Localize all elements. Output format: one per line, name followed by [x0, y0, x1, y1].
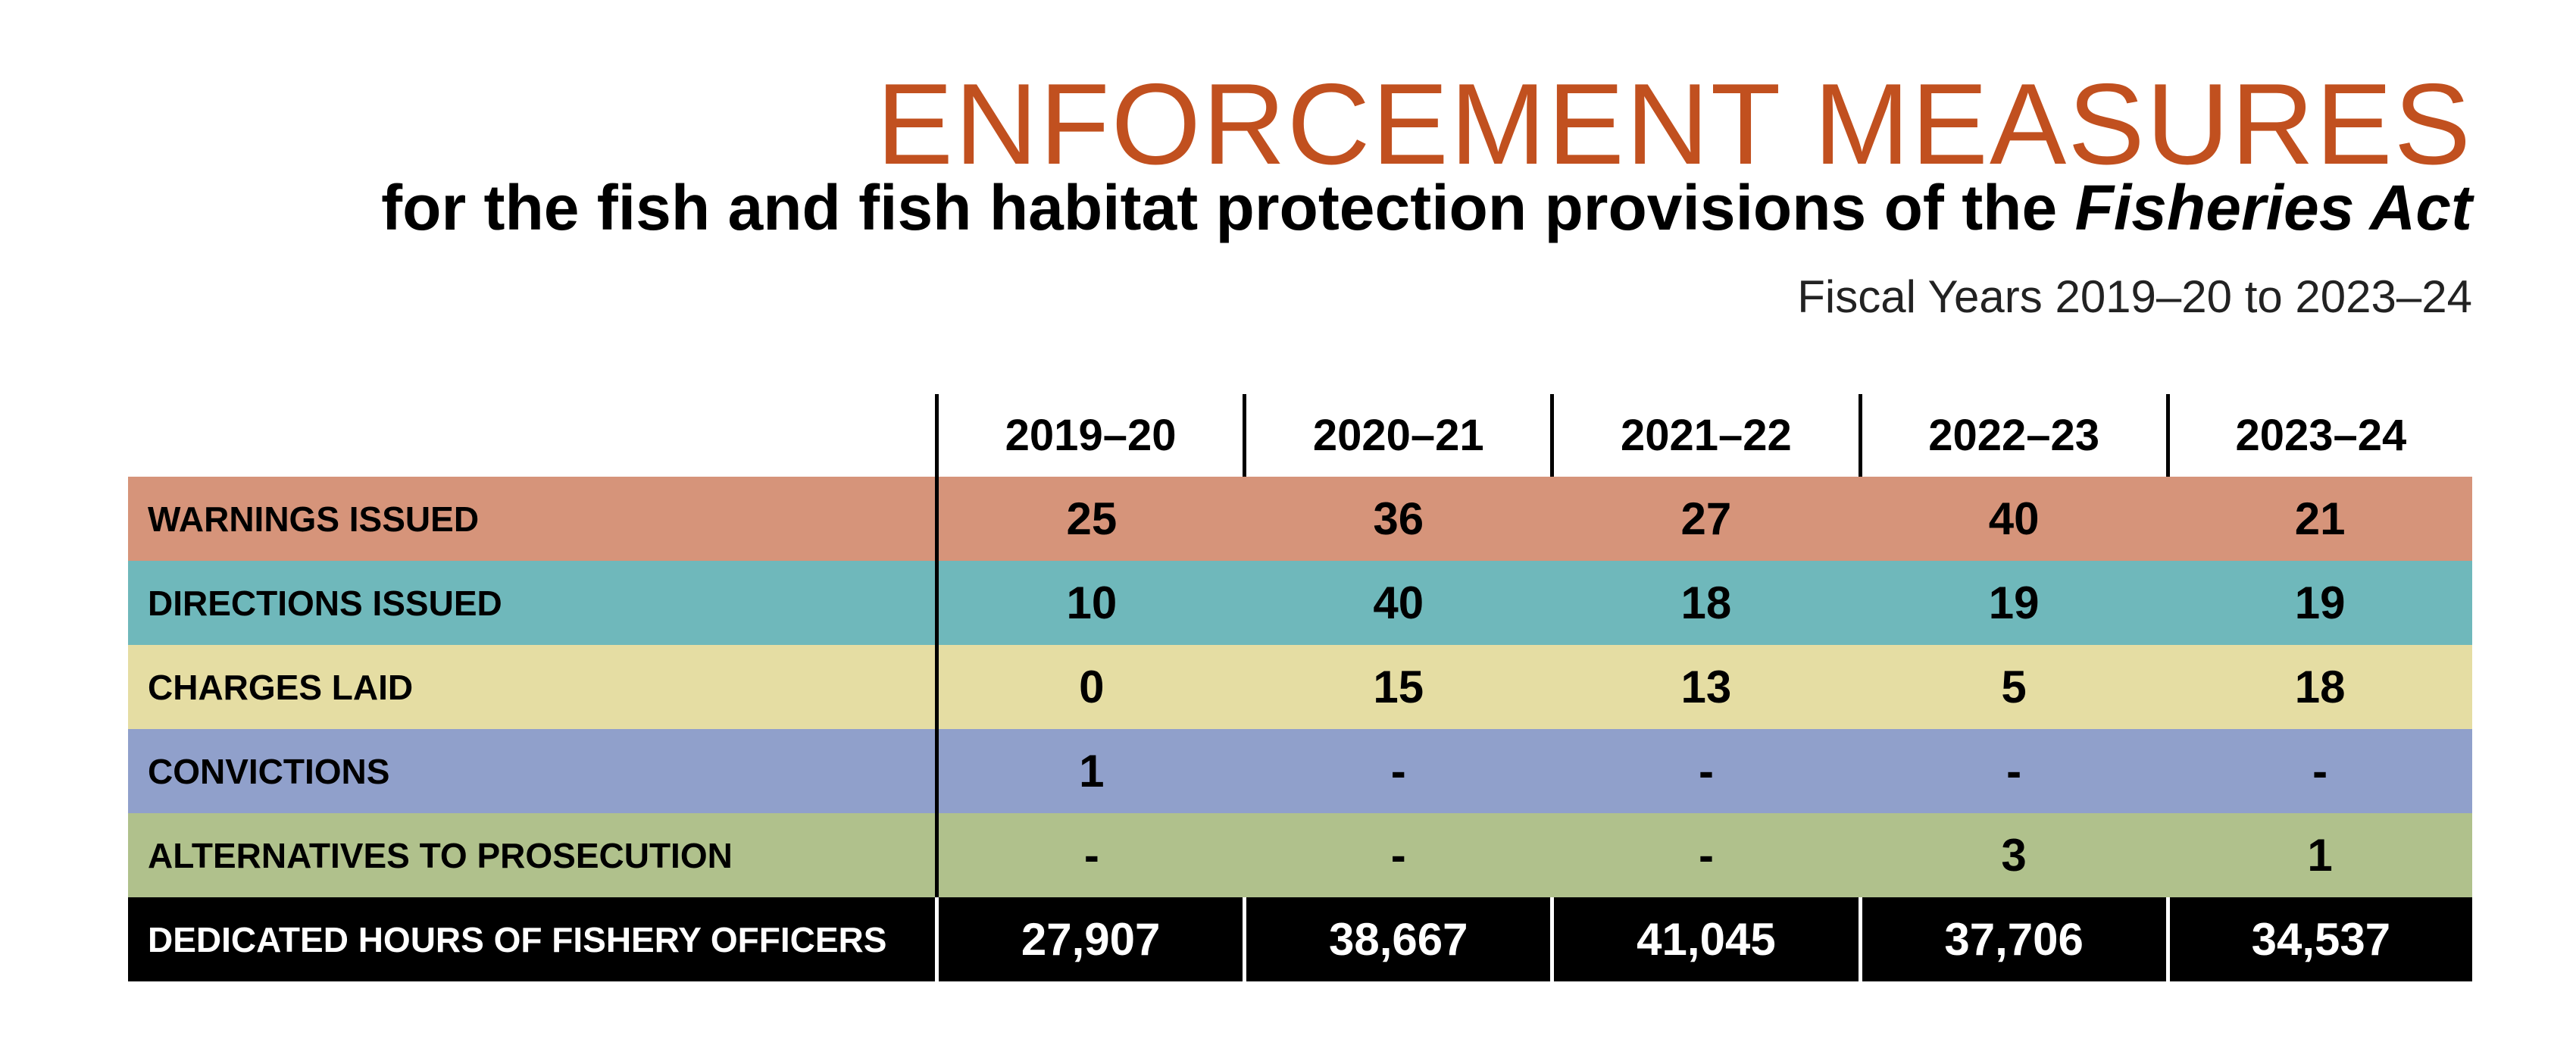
row-label: CONVICTIONS — [148, 751, 390, 791]
table-header-row: 2019–20 2020–21 2021–22 2022–23 2023–24 — [128, 394, 2472, 477]
table-cell: 21 — [2294, 493, 2346, 544]
enforcement-table: 2019–20 2020–21 2021–22 2022–23 2023–24 … — [128, 394, 2472, 981]
column-header: 2021–22 — [1550, 394, 1861, 477]
table-cell: 0 — [934, 645, 1245, 729]
table-cell: 27 — [1680, 493, 1732, 544]
table-cell: 38,667 — [1243, 897, 1552, 981]
page-subtitle: for the fish and fish habitat protection… — [381, 176, 2472, 239]
row-label: DEDICATED HOURS OF FISHERY OFFICERS — [128, 897, 937, 981]
table-cell: 19 — [1988, 577, 2040, 628]
column-header: 2023–24 — [2165, 394, 2472, 477]
table-cell: 5 — [2001, 662, 2027, 712]
table-cell: 1 — [934, 729, 1245, 813]
table-cell: 15 — [1373, 662, 1424, 712]
table-cell: 37,706 — [1858, 897, 2168, 981]
column-header: 2019–20 — [934, 394, 1245, 477]
table-row: WARNINGS ISSUED 25 36 27 40 21 — [128, 477, 2472, 561]
table-cell: 19 — [2294, 577, 2346, 628]
table-cell: 1 — [2307, 830, 2333, 881]
table-cell: - — [1698, 746, 1714, 797]
table-cell: 40 — [1373, 577, 1424, 628]
table-row: CONVICTIONS 1 - - - - — [128, 729, 2472, 813]
table-cell: 13 — [1680, 662, 1732, 712]
table-row: DEDICATED HOURS OF FISHERY OFFICERS 27,90… — [128, 897, 2472, 981]
table-cell: - — [2006, 746, 2022, 797]
table-cell: 27,907 — [934, 897, 1245, 981]
subtitle-act-name: Fisheries Act — [2074, 172, 2472, 243]
table-cell: 10 — [934, 561, 1245, 645]
column-header: 2020–21 — [1243, 394, 1552, 477]
row-label: WARNINGS ISSUED — [148, 499, 480, 539]
table-cell: - — [1390, 746, 1406, 797]
header-blank — [128, 394, 937, 477]
column-header: 2022–23 — [1858, 394, 2168, 477]
subtitle-text: for the fish and fish habitat protection… — [381, 172, 2075, 243]
table-cell: 18 — [2294, 662, 2346, 712]
table-row: DIRECTIONS ISSUED 10 40 18 19 19 — [128, 561, 2472, 645]
table-cell: 41,045 — [1550, 897, 1861, 981]
row-label: DIRECTIONS ISSUED — [148, 583, 502, 623]
table-cell: 40 — [1988, 493, 2040, 544]
table-cell: 34,537 — [2165, 897, 2472, 981]
table-row: ALTERNATIVES TO PROSECUTION - - - 3 1 — [128, 813, 2472, 897]
row-label: ALTERNATIVES TO PROSECUTION — [148, 835, 733, 875]
table-cell: - — [1698, 830, 1714, 881]
table-cell: - — [1390, 830, 1406, 881]
table-row: CHARGES LAID 0 15 13 5 18 — [128, 645, 2472, 729]
table-cell: 36 — [1373, 493, 1424, 544]
table-cell: 25 — [934, 477, 1245, 561]
fiscal-year-range: Fiscal Years 2019–20 to 2023–24 — [1797, 271, 2472, 322]
table-cell: - — [2312, 746, 2328, 797]
table-cell: - — [934, 813, 1245, 897]
table-cell: 18 — [1680, 577, 1732, 628]
page-title: ENFORCEMENT MEASURES — [876, 60, 2472, 189]
table-cell: 3 — [2001, 830, 2027, 881]
row-label: CHARGES LAID — [148, 667, 414, 707]
